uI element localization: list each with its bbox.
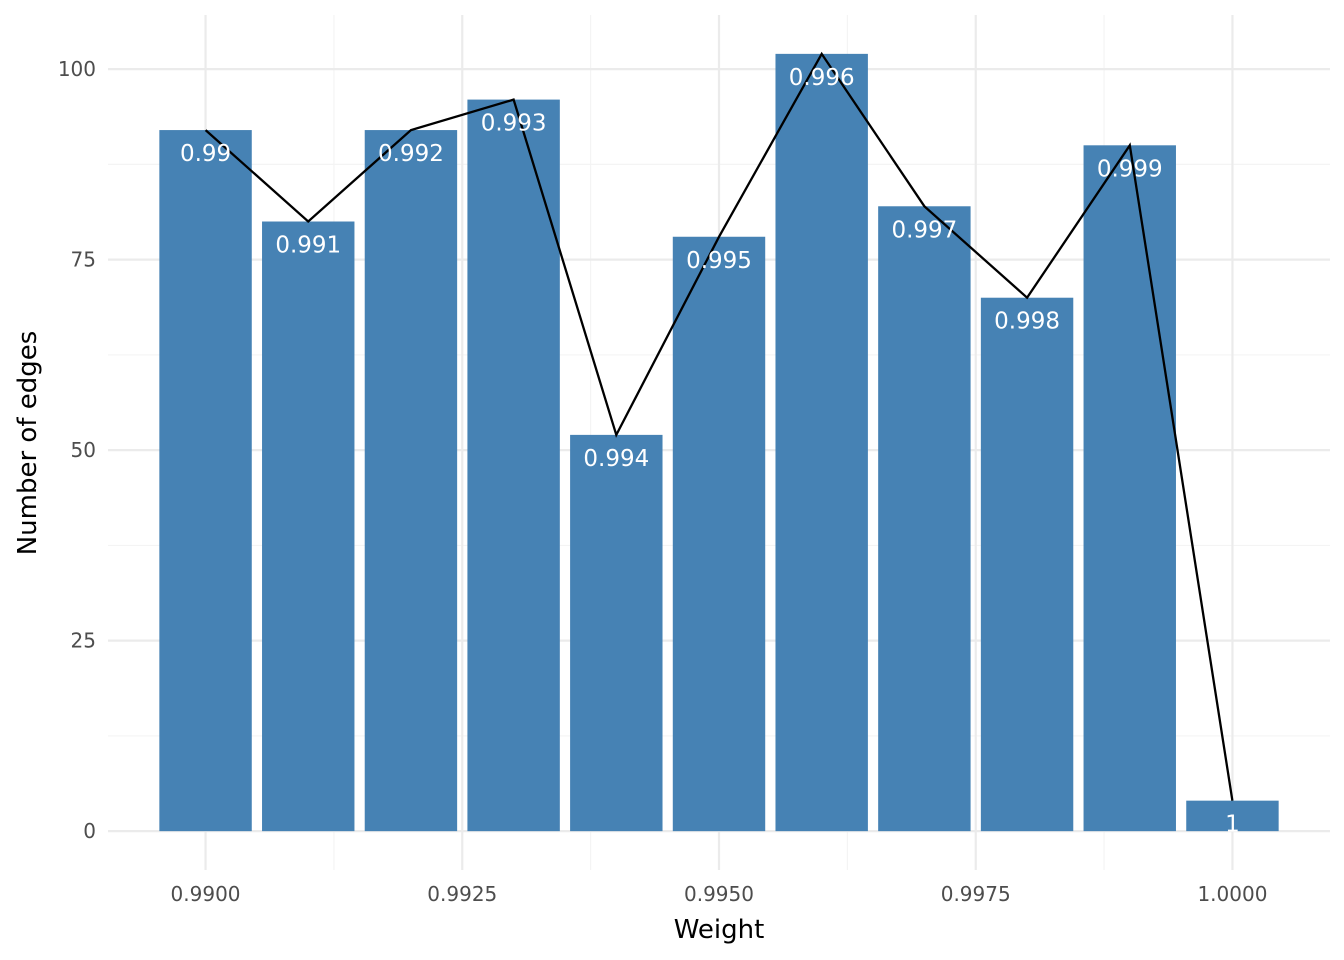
bar-label: 0.992 (378, 141, 444, 167)
bar-label: 0.998 (994, 309, 1060, 335)
x-tick-label: 0.9975 (941, 882, 1011, 906)
x-axis-ticks: 0.9900 0.9925 0.9950 0.9975 1.0000 (171, 882, 1268, 906)
bar (159, 130, 252, 832)
bar-label: 0.997 (891, 217, 957, 243)
trend-line-group (204, 51, 1234, 801)
bar (364, 130, 458, 832)
x-tick-label: 0.9900 (171, 882, 241, 906)
bar (570, 434, 663, 832)
bar-label: 0.993 (481, 111, 547, 137)
bar (1083, 145, 1176, 832)
bar (980, 297, 1074, 832)
y-tick-label: 100 (58, 57, 96, 81)
x-tick-label: 0.9950 (684, 882, 754, 906)
bar (1186, 800, 1279, 832)
y-axis-ticks: 0 25 50 75 100 (58, 57, 96, 843)
bar-label: 0.999 (1097, 156, 1163, 182)
bar (775, 53, 868, 832)
bar-label: 0.99 (180, 141, 231, 167)
bars (159, 53, 1279, 832)
bar-labels: 0.99 0.991 0.992 0.993 0.994 0.995 0.996 0.997 0… (180, 65, 1240, 838)
y-tick-label: 50 (71, 438, 96, 462)
bar-label: 0.991 (275, 233, 341, 259)
x-axis-title: Weight (674, 915, 765, 945)
y-tick-label: 0 (83, 819, 96, 843)
y-tick-label: 75 (71, 248, 96, 272)
bar-label: 1 (1225, 812, 1240, 838)
x-tick-label: 0.9925 (427, 882, 497, 906)
bar-label: 0.996 (789, 65, 855, 91)
bar (467, 99, 560, 832)
x-tick-label: 1.0000 (1197, 882, 1267, 906)
bar (672, 236, 766, 832)
trend-line (204, 51, 1234, 801)
bar-label: 0.994 (583, 446, 649, 472)
bar (262, 221, 355, 832)
bar (878, 206, 971, 832)
y-tick-label: 25 (71, 629, 96, 653)
y-axis-title: Number of edges (13, 331, 43, 556)
bar-label: 0.995 (686, 248, 752, 274)
